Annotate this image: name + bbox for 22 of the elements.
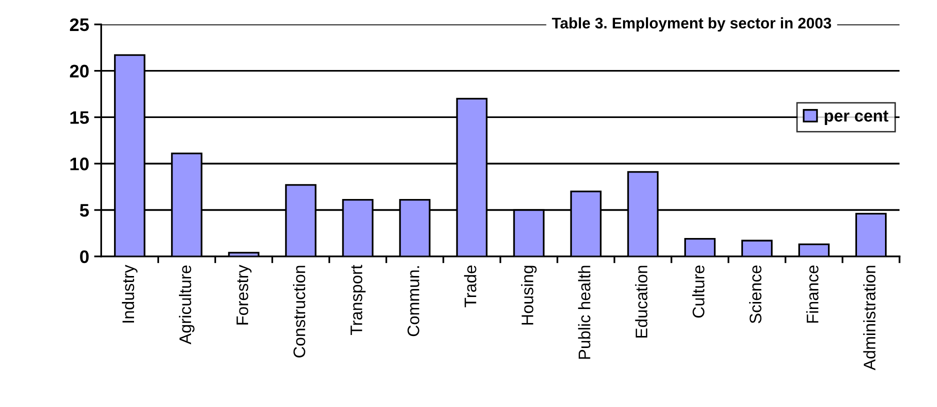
y-tick-label: 20 — [70, 64, 89, 78]
x-tick-label: Finance — [806, 265, 818, 323]
chart-title: Table 3. Employment by sector in 2003 — [552, 17, 832, 32]
x-tick-label: Commun. — [407, 266, 420, 336]
x-tick-label: Science — [749, 265, 762, 324]
x-tick-label: Administration — [863, 266, 876, 370]
x-tick-label: Construction — [293, 266, 306, 358]
y-tick-label: 10 — [70, 158, 89, 170]
y-tick-label: 15 — [70, 111, 89, 124]
y-tick-label: 5 — [80, 204, 89, 217]
x-tick-label: Forestry — [236, 264, 252, 324]
y-tick-label: 25 — [70, 18, 89, 32]
x-tick-label: Public health — [578, 266, 590, 359]
x-tick-label: Agriculture — [178, 265, 194, 344]
legend-label: per cent — [824, 110, 888, 125]
x-tick-label: Culture — [692, 265, 704, 318]
x-tick-label: Transport — [350, 264, 366, 336]
x-tick-label: Trade — [464, 265, 476, 308]
x-tick-label: Housing — [521, 266, 537, 325]
x-tick-label: Education — [635, 266, 648, 338]
y-tick-label: 0 — [80, 250, 89, 264]
x-tick-label: Industry — [122, 264, 138, 322]
